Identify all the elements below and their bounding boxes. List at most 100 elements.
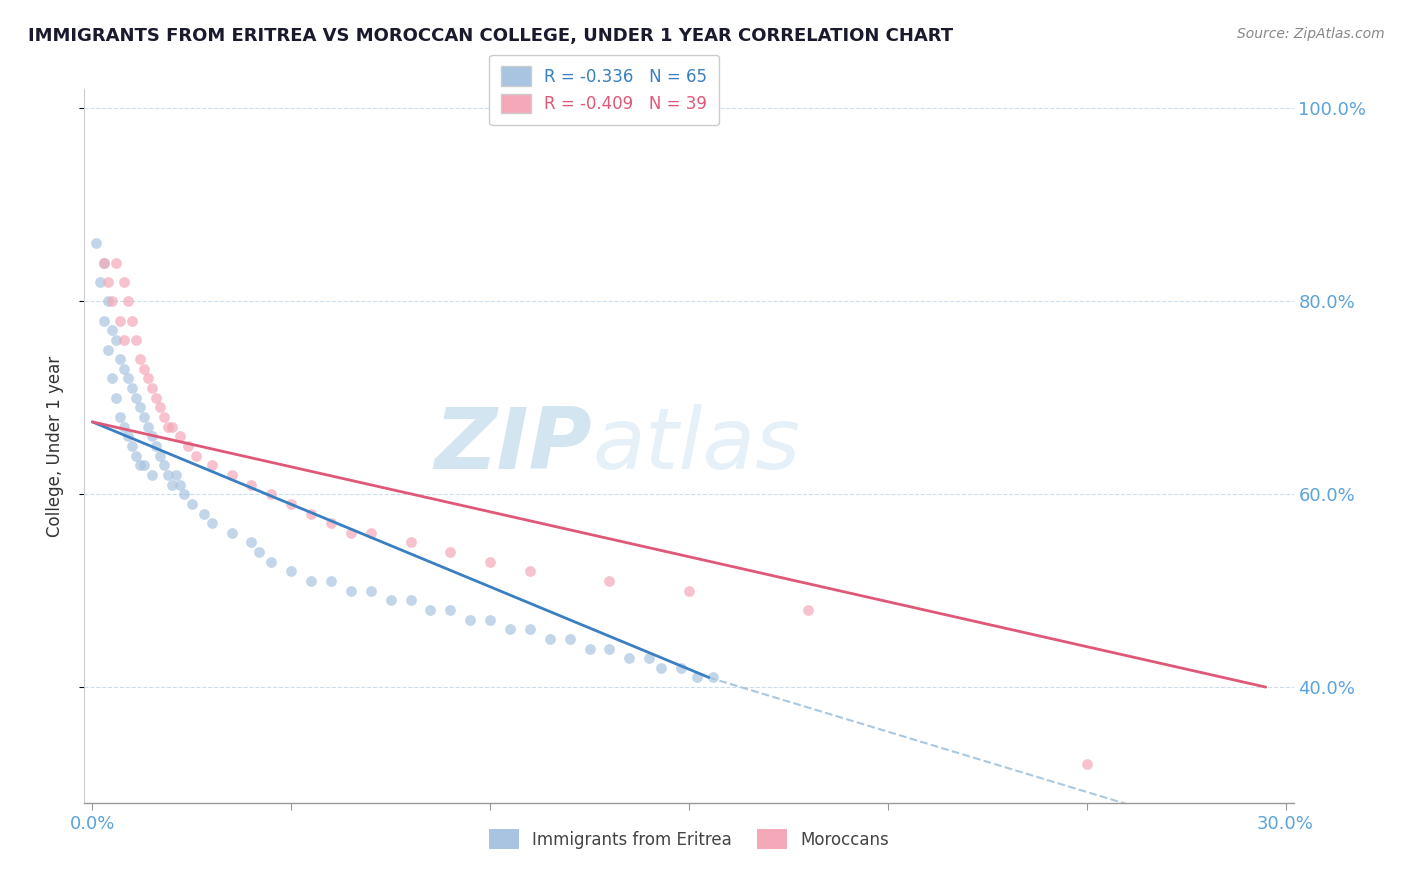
Point	[105, 333, 128, 347]
Point	[112, 362, 135, 376]
Point	[136, 419, 159, 434]
Point	[519, 565, 541, 579]
Point	[399, 593, 422, 607]
Point	[93, 313, 115, 327]
Text: ZIP: ZIP	[434, 404, 592, 488]
Point	[141, 467, 163, 482]
Point	[132, 410, 155, 425]
Point	[141, 381, 163, 395]
Point	[479, 555, 502, 569]
Point	[129, 352, 152, 367]
Point	[108, 352, 131, 367]
Point	[156, 419, 179, 434]
Point	[240, 477, 263, 491]
Point	[153, 458, 176, 473]
Point	[797, 603, 820, 617]
Point	[108, 410, 131, 425]
Point	[149, 449, 172, 463]
Point	[112, 419, 135, 434]
Point	[117, 294, 139, 309]
Point	[669, 661, 692, 675]
Point	[141, 429, 163, 443]
Point	[105, 256, 128, 270]
Point	[93, 256, 115, 270]
Point	[598, 574, 620, 588]
Point	[101, 323, 124, 337]
Point	[132, 362, 155, 376]
Point	[702, 670, 724, 684]
Point	[117, 429, 139, 443]
Point	[169, 477, 191, 491]
Point	[221, 525, 243, 540]
Point	[240, 535, 263, 549]
Point	[558, 632, 581, 646]
Point	[97, 275, 120, 289]
Point	[499, 622, 522, 636]
Point	[299, 574, 322, 588]
Point	[184, 449, 207, 463]
Point	[598, 641, 620, 656]
Point	[89, 275, 111, 289]
Point	[121, 313, 143, 327]
Point	[177, 439, 200, 453]
Legend: Immigrants from Eritrea, Moroccans: Immigrants from Eritrea, Moroccans	[479, 820, 898, 859]
Point	[340, 525, 363, 540]
Point	[129, 458, 152, 473]
Point	[201, 458, 224, 473]
Point	[201, 516, 224, 530]
Point	[173, 487, 195, 501]
Point	[101, 371, 124, 385]
Point	[160, 419, 183, 434]
Point	[280, 497, 302, 511]
Point	[319, 574, 342, 588]
Point	[112, 333, 135, 347]
Point	[360, 525, 382, 540]
Point	[101, 294, 124, 309]
Point	[145, 391, 167, 405]
Point	[136, 371, 159, 385]
Point	[97, 343, 120, 357]
Point	[319, 516, 342, 530]
Point	[153, 410, 176, 425]
Point	[678, 583, 700, 598]
Point	[193, 507, 215, 521]
Point	[260, 487, 283, 501]
Point	[112, 275, 135, 289]
Point	[439, 603, 461, 617]
Point	[299, 507, 322, 521]
Point	[619, 651, 641, 665]
Point	[1076, 757, 1098, 772]
Point	[221, 467, 243, 482]
Point	[180, 497, 202, 511]
Point	[519, 622, 541, 636]
Text: IMMIGRANTS FROM ERITREA VS MOROCCAN COLLEGE, UNDER 1 YEAR CORRELATION CHART: IMMIGRANTS FROM ERITREA VS MOROCCAN COLL…	[28, 27, 953, 45]
Point	[686, 670, 709, 684]
Text: atlas: atlas	[592, 404, 800, 488]
Point	[538, 632, 561, 646]
Y-axis label: College, Under 1 year: College, Under 1 year	[45, 355, 63, 537]
Point	[479, 613, 502, 627]
Point	[160, 477, 183, 491]
Point	[125, 391, 148, 405]
Point	[458, 613, 481, 627]
Point	[638, 651, 661, 665]
Point	[165, 467, 187, 482]
Point	[84, 236, 107, 251]
Point	[129, 401, 152, 415]
Point	[650, 661, 672, 675]
Point	[260, 555, 283, 569]
Point	[149, 401, 172, 415]
Point	[125, 333, 148, 347]
Point	[340, 583, 363, 598]
Point	[247, 545, 270, 559]
Point	[105, 391, 128, 405]
Point	[145, 439, 167, 453]
Point	[360, 583, 382, 598]
Point	[97, 294, 120, 309]
Point	[121, 381, 143, 395]
Point	[156, 467, 179, 482]
Point	[121, 439, 143, 453]
Point	[125, 449, 148, 463]
Point	[93, 256, 115, 270]
Point	[578, 641, 600, 656]
